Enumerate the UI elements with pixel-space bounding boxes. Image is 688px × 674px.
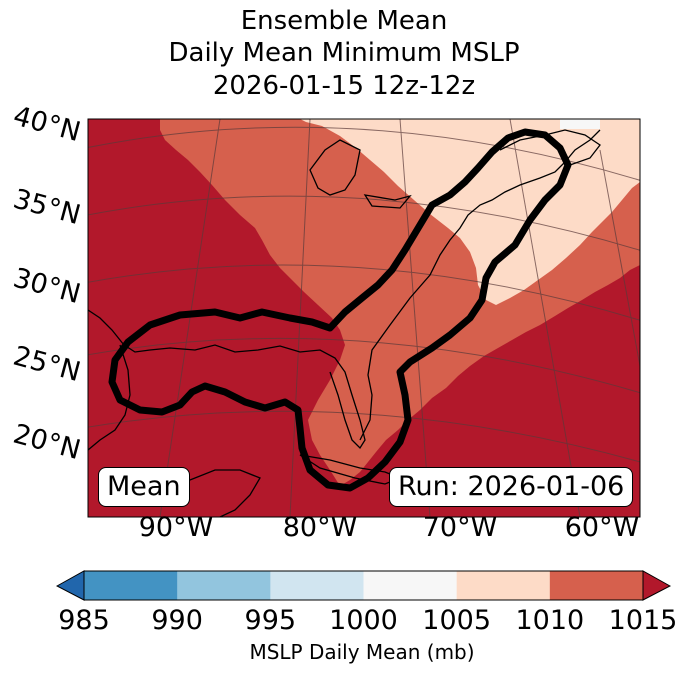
title-line-3: 2026-01-15 12z-12z bbox=[212, 71, 476, 101]
colorbar-segment-1000-1005 bbox=[363, 571, 458, 600]
colorbar-tick-1005: 1005 bbox=[422, 605, 492, 636]
meridian-90w bbox=[159, 119, 221, 517]
parallel-20n bbox=[88, 410, 640, 463]
mslp-band-1000 bbox=[560, 119, 600, 129]
colorbar-tick-1015: 1015 bbox=[608, 605, 678, 636]
graticule bbox=[88, 119, 640, 517]
run-date-box: Run: 2026-01-06 bbox=[389, 467, 634, 507]
mexico-coast bbox=[88, 344, 131, 451]
colorbar-label: MSLP Daily Mean (mb) bbox=[249, 640, 475, 664]
colorbar-tick-1010: 1010 bbox=[515, 605, 585, 636]
lon-label-70w: 70°W bbox=[422, 512, 498, 543]
colorbar-tick-985: 985 bbox=[58, 605, 110, 636]
colorbar-segment-985-990 bbox=[84, 571, 178, 600]
lon-label-90w: 90°W bbox=[138, 512, 214, 543]
lon-label-60w: 60°W bbox=[564, 512, 640, 543]
great-lakes bbox=[309, 139, 412, 209]
parallel-30n bbox=[88, 264, 640, 321]
lon-label-80w: 80°W bbox=[282, 512, 358, 543]
map-frame bbox=[87, 118, 641, 518]
colorbar-tick-1000: 1000 bbox=[329, 605, 398, 636]
colorbar-over-arrow bbox=[642, 570, 672, 601]
parallel-35n bbox=[88, 195, 640, 251]
canada-coast bbox=[499, 129, 601, 166]
colorbar-segment-995-1000 bbox=[270, 571, 364, 600]
title-line-1: Ensemble Mean bbox=[240, 6, 448, 36]
title-line-2: Daily Mean Minimum MSLP bbox=[168, 38, 520, 68]
colorbar-tick-990: 990 bbox=[151, 605, 203, 636]
meridian-60w bbox=[509, 119, 581, 517]
colorbar-segments bbox=[84, 571, 644, 600]
colorbar-segment-1005-1010 bbox=[456, 571, 551, 600]
meridian-55w bbox=[599, 149, 640, 369]
colorbar-tick-995: 995 bbox=[244, 605, 297, 636]
colorbar-segment-990-995 bbox=[177, 571, 271, 600]
colorbar-frame bbox=[83, 570, 644, 601]
mslp-contour bbox=[108, 128, 572, 492]
us-east-coast bbox=[359, 129, 601, 441]
mean-label-box: Mean bbox=[98, 467, 190, 507]
us-gulf-coast bbox=[88, 309, 366, 450]
meridian-70w bbox=[399, 119, 431, 517]
colorbar-under-arrow bbox=[55, 570, 85, 601]
parallel-25n bbox=[88, 337, 640, 394]
colorbar-segment-1010-1015 bbox=[549, 571, 644, 600]
mslp-band-1005 bbox=[300, 119, 640, 305]
